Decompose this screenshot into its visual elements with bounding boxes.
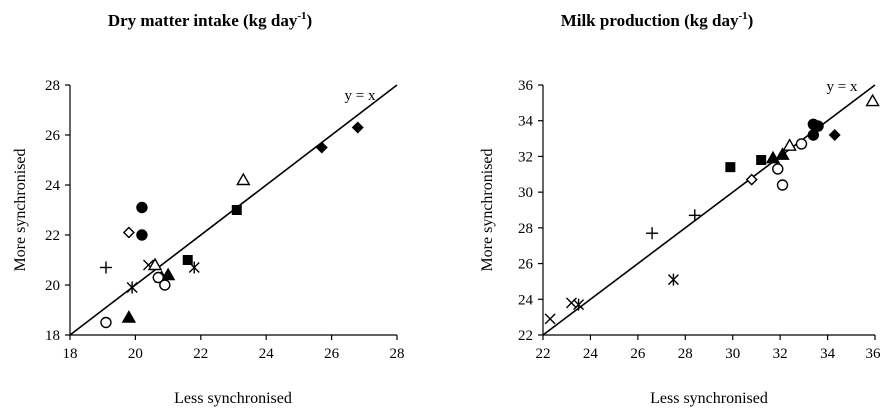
- data-point marker-open-circle: [152, 271, 164, 284]
- chart-title: Dry matter intake (kg day-1): [108, 10, 312, 30]
- x-tick-label: 18: [63, 346, 78, 362]
- y-tick-label: 24: [45, 178, 61, 194]
- data-point marker-asterisk: [126, 281, 138, 294]
- data-point marker-open-circle: [772, 163, 784, 175]
- data-point marker-filled-square: [725, 162, 736, 173]
- data-point marker-filled-square: [182, 255, 193, 265]
- x-axis-label: Less synchronised: [174, 390, 292, 407]
- y-tick-label: 26: [518, 257, 534, 273]
- data-point marker-plus: [99, 261, 112, 274]
- data-points: [99, 121, 364, 329]
- reference-line-y-equals-x: [542, 84, 876, 336]
- data-point marker-open-triangle: [147, 257, 163, 271]
- y-tick-label: 24: [518, 292, 534, 308]
- y-tick-label: 34: [518, 114, 534, 130]
- x-tick-label: 26: [324, 346, 340, 362]
- y-tick-label: 20: [45, 278, 60, 294]
- x-tick-marks: [69, 335, 398, 340]
- data-point marker-open-triangle: [782, 138, 797, 151]
- y-axis-label: More synchronised: [12, 148, 29, 271]
- y-tick-label: 18: [45, 328, 60, 344]
- data-point marker-filled-diamond: [351, 121, 364, 134]
- data-point marker-filled-triangle: [765, 150, 781, 164]
- data-point marker-filled-triangle: [121, 310, 137, 323]
- reference-line-label: y = x: [345, 88, 376, 104]
- data-point marker-filled-circle: [807, 129, 820, 141]
- data-point marker-open-diamond: [745, 173, 758, 186]
- data-point marker-x-cross: [544, 313, 556, 325]
- chart-title: Milk production (kg day-1): [561, 10, 754, 30]
- data-point marker-asterisk: [188, 261, 200, 274]
- data-point marker-filled-square: [756, 155, 767, 165]
- x-axis-label: Less synchronised: [650, 390, 768, 407]
- data-point marker-filled-diamond: [315, 141, 328, 154]
- y-tick-label: 22: [45, 228, 60, 244]
- y-tick-label: 22: [518, 328, 533, 344]
- x-tick-label: 28: [678, 346, 693, 362]
- panel-milk-production: Milk production (kg day-1) 22 24 26 28 3…: [479, 10, 881, 407]
- x-tick-label: 26: [630, 346, 646, 362]
- x-tick-label: 32: [773, 346, 788, 362]
- data-point marker-x-cross: [565, 297, 577, 309]
- data-point marker-open-diamond: [122, 226, 135, 239]
- x-tick-label: 36: [866, 346, 882, 362]
- data-point marker-open-circle: [100, 316, 112, 329]
- data-point marker-open-triangle: [236, 172, 251, 186]
- y-tick-label: 30: [518, 185, 533, 201]
- panel-dry-matter-intake: Dry matter intake (kg day-1) 18 20 22 24…: [12, 10, 405, 407]
- data-point marker-filled-triangle: [775, 147, 790, 160]
- y-tick-label: 32: [518, 149, 533, 165]
- data-point marker-filled-circle: [812, 120, 824, 132]
- data-point marker-filled-circle: [136, 201, 148, 214]
- data-point marker-open-triangle: [865, 93, 880, 107]
- data-point marker-filled-square: [231, 205, 242, 215]
- data-point marker-open-circle: [159, 279, 171, 291]
- x-tick-label: 28: [390, 346, 405, 362]
- y-tick-label: 28: [518, 221, 533, 237]
- y-tick-marks: [65, 84, 70, 336]
- x-tick-label: 20: [128, 346, 143, 362]
- data-point marker-asterisk: [573, 298, 585, 311]
- y-tick-label: 36: [518, 78, 534, 94]
- x-tick-label: 22: [193, 346, 208, 362]
- x-tick-label: 24: [259, 346, 275, 362]
- y-tick-label: 26: [45, 128, 61, 144]
- data-points: [544, 93, 880, 325]
- y-tick-label: 28: [45, 78, 60, 94]
- data-point marker-asterisk: [667, 273, 679, 286]
- data-point marker-open-circle: [776, 179, 789, 191]
- x-tick-label: 22: [536, 346, 551, 362]
- x-tick-label: 34: [820, 346, 836, 362]
- data-point marker-plus: [646, 227, 659, 240]
- data-point marker-plus: [688, 209, 701, 222]
- y-axis-label: More synchronised: [479, 148, 496, 271]
- x-tick-marks: [542, 335, 876, 340]
- x-tick-label: 24: [583, 346, 599, 362]
- data-point marker-filled-diamond: [828, 129, 841, 141]
- data-point marker-open-circle: [795, 138, 808, 150]
- y-tick-marks: [538, 84, 543, 336]
- reference-line-label: y = x: [827, 79, 858, 95]
- x-tick-label: 30: [725, 346, 740, 362]
- data-point marker-filled-circle: [136, 229, 148, 241]
